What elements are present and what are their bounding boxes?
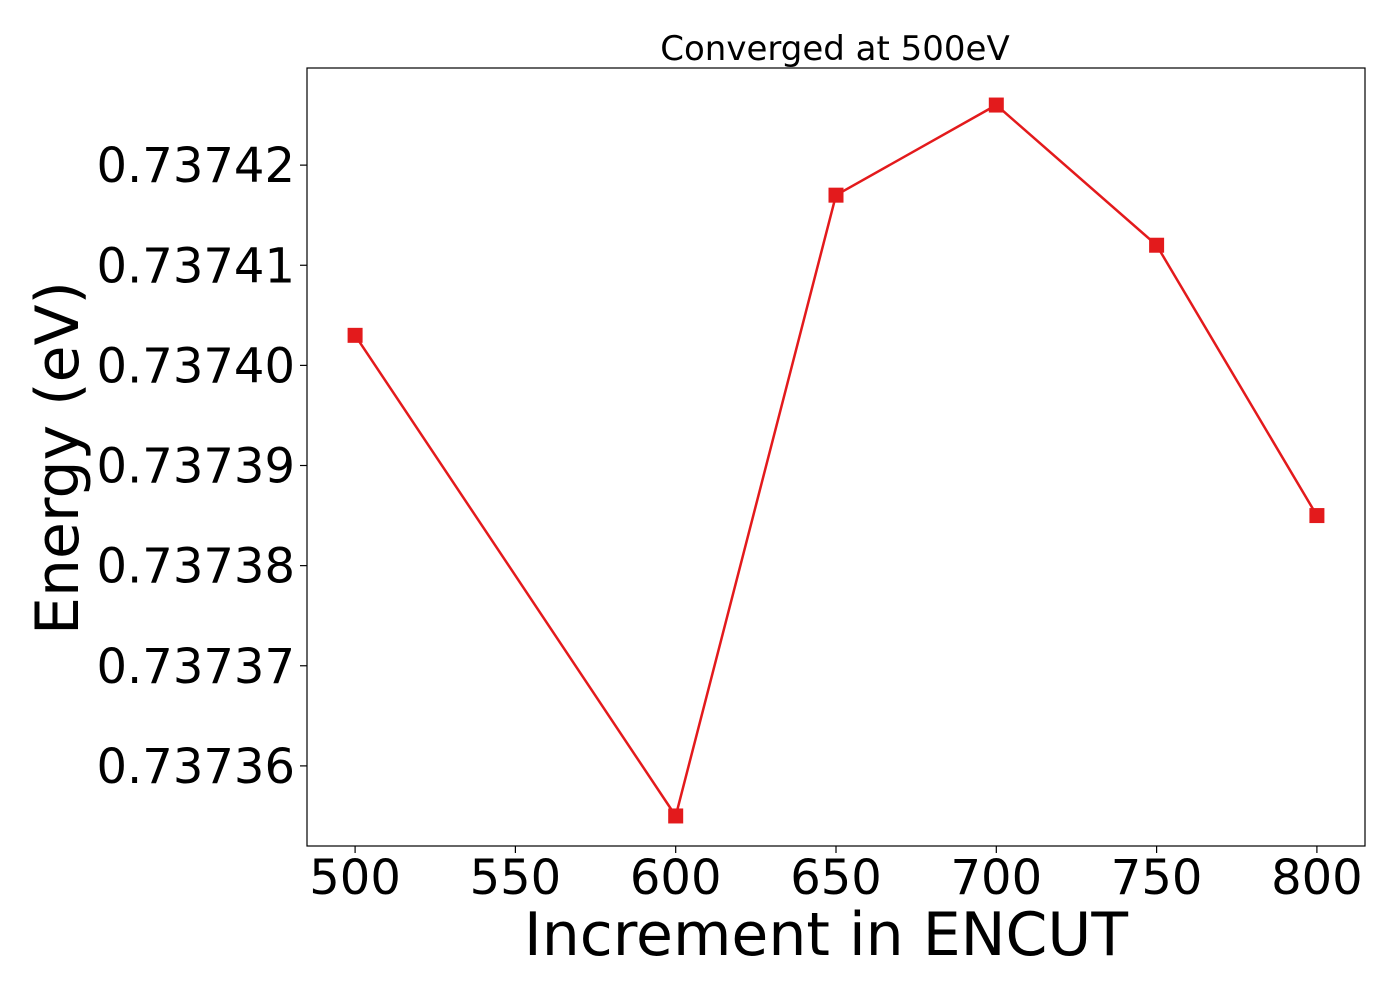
data-point-marker <box>988 97 1004 113</box>
x-tick-label: 650 <box>790 850 882 906</box>
y-tick-label: 0.73736 <box>97 739 296 795</box>
y-tick-label: 0.73739 <box>97 439 296 495</box>
data-point-marker <box>1309 508 1325 524</box>
x-axis-label: Increment in ENCUT <box>524 900 1128 970</box>
y-axis-label: Energy (eV) <box>23 281 93 635</box>
x-tick-label: 550 <box>470 850 562 906</box>
data-point-marker <box>668 808 684 824</box>
y-tick-label: 0.73740 <box>97 338 296 394</box>
y-axis-ticks: 0.73736 0.73737 0.73738 0.73739 0.73740 0.737… <box>97 138 307 795</box>
x-tick-label: 750 <box>1111 850 1203 906</box>
x-axis-ticks: 500 550 600 650 700 750 800 <box>309 846 1363 906</box>
data-point-marker <box>347 327 363 343</box>
y-tick-label: 0.73737 <box>97 639 296 695</box>
x-tick-label: 700 <box>950 850 1042 906</box>
x-tick-label: 600 <box>630 850 722 906</box>
data-point-marker <box>1149 237 1165 253</box>
y-tick-label: 0.73741 <box>97 238 296 294</box>
data-point-marker <box>828 187 844 203</box>
x-tick-label: 800 <box>1271 850 1363 906</box>
x-tick-label: 500 <box>309 850 401 906</box>
series-line <box>354 103 1318 818</box>
y-tick-label: 0.73742 <box>97 138 296 194</box>
plot-area-frame <box>306 67 1366 847</box>
y-tick-label: 0.73738 <box>97 539 296 595</box>
series-markers <box>347 97 1325 824</box>
chart-title: Converged at 500eV <box>660 29 1009 69</box>
